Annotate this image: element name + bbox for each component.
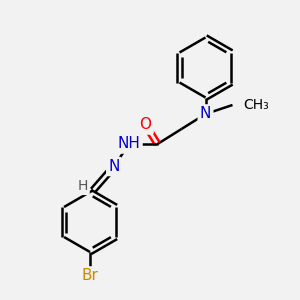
Text: N: N bbox=[108, 159, 120, 174]
Text: Br: Br bbox=[82, 268, 98, 284]
Text: NH: NH bbox=[118, 136, 140, 152]
Text: H: H bbox=[77, 179, 88, 193]
Text: N: N bbox=[200, 106, 211, 122]
Text: O: O bbox=[140, 117, 152, 132]
Text: CH₃: CH₃ bbox=[243, 98, 269, 112]
